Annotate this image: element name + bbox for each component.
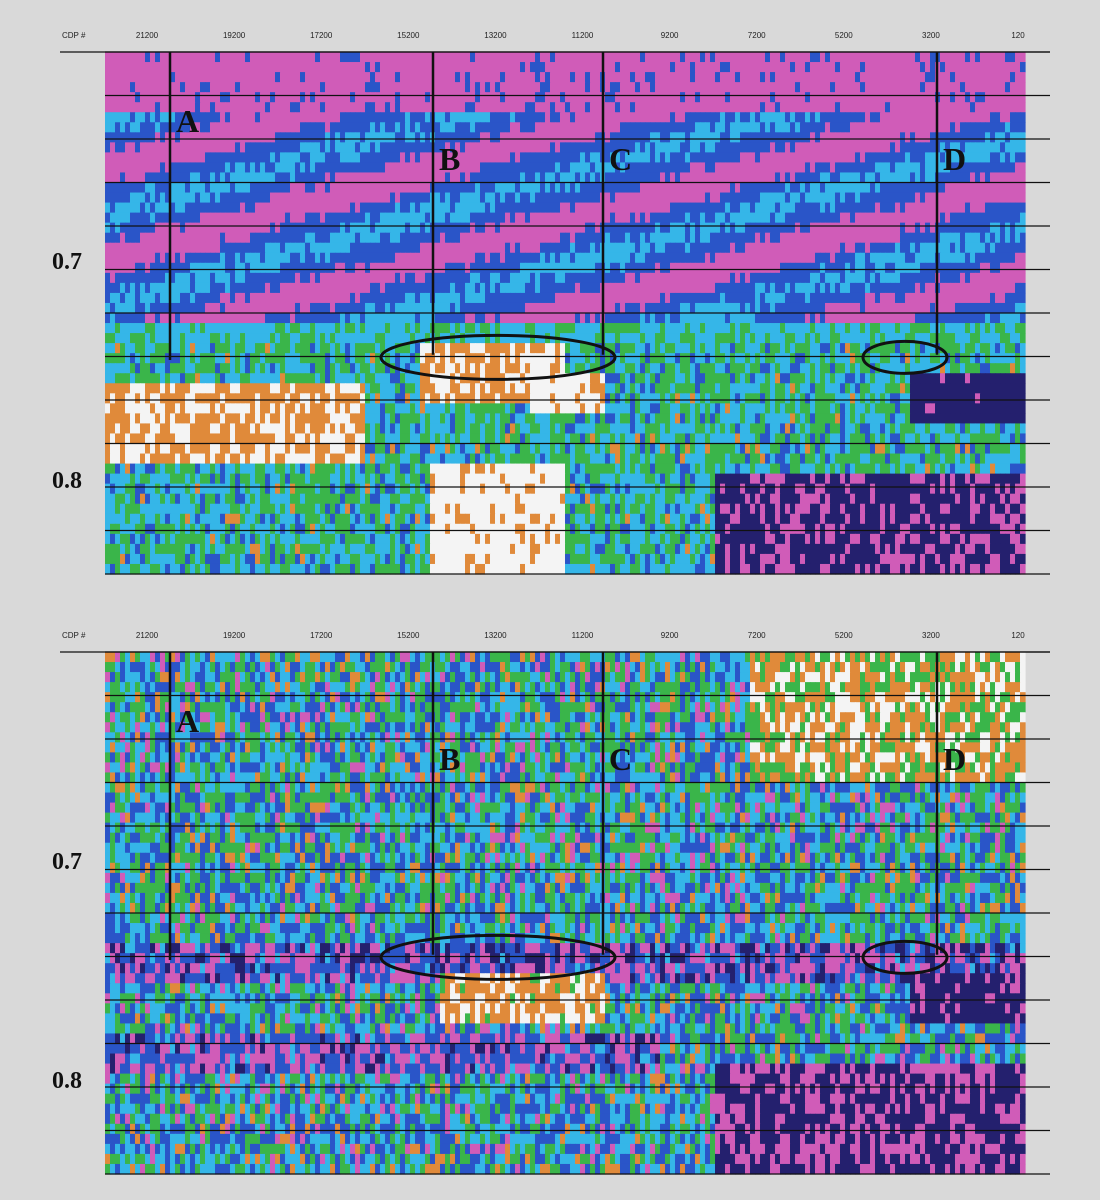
y-tick-label: 0.8: [52, 468, 82, 494]
timing-lines: [105, 651, 1050, 1175]
x-tick-label: 19200: [223, 31, 246, 40]
x-tick-label: 19200: [223, 631, 246, 640]
well-label: B: [439, 741, 460, 777]
x-tick-label: 5200: [835, 31, 853, 40]
x-tick-label: 7200: [748, 31, 766, 40]
well-label: A: [176, 703, 199, 739]
x-tick-label: 13200: [484, 31, 507, 40]
x-tick-label: 11200: [572, 31, 594, 40]
x-tick-label: 15200: [397, 31, 420, 40]
x-tick-label: 21200: [136, 631, 159, 640]
well-label: B: [439, 141, 460, 177]
y-tick-label: 0.7: [52, 849, 82, 875]
well-label: D: [943, 141, 966, 177]
seismic-section-bottom: 21200 19200 17200 15200 13200 11200 9200 7200 52…: [52, 631, 1050, 1175]
x-axis-name: CDP #: [62, 31, 86, 40]
seismic-section-top: 21200 19200 17200 15200 13200 11200 9200 7200 52…: [52, 31, 1050, 575]
x-tick-label: 15200: [397, 631, 420, 640]
seismic-panel-top: 21200 19200 17200 15200 13200 11200 9200 7200 52…: [0, 22, 1100, 582]
x-tick-label: 9200: [661, 31, 679, 40]
anomaly-ellipse: [861, 339, 949, 375]
x-tick-label: 13200: [484, 631, 507, 640]
x-axis-name: CDP #: [62, 631, 86, 640]
well-label: D: [943, 741, 966, 777]
well-label: A: [176, 103, 199, 139]
x-tick-label: 7200: [748, 631, 766, 640]
x-tick-label: 17200: [310, 31, 333, 40]
y-tick-label: 0.8: [52, 1068, 82, 1094]
seismic-panel-bottom: 21200 19200 17200 15200 13200 11200 9200 7200 52…: [0, 622, 1100, 1182]
x-tick-label: 120: [1011, 631, 1025, 640]
well-label: C: [609, 141, 632, 177]
x-tick-label: 21200: [136, 31, 159, 40]
x-tick-label: 5200: [835, 631, 853, 640]
y-tick-label: 0.7: [52, 249, 82, 275]
x-tick-label: 9200: [661, 631, 679, 640]
x-tick-label: 3200: [922, 631, 940, 640]
heatmap-cells: [105, 52, 1026, 575]
anomaly-ellipse: [861, 939, 949, 975]
x-tick-label: 3200: [922, 31, 940, 40]
x-tick-label: 17200: [310, 631, 333, 640]
anomaly-ellipse: [379, 933, 617, 981]
x-tick-label: 11200: [572, 631, 594, 640]
anomaly-ellipse: [379, 333, 617, 381]
well-label: C: [609, 741, 632, 777]
x-tick-label: 120: [1011, 31, 1025, 40]
heatmap-cells: [105, 652, 1026, 1175]
